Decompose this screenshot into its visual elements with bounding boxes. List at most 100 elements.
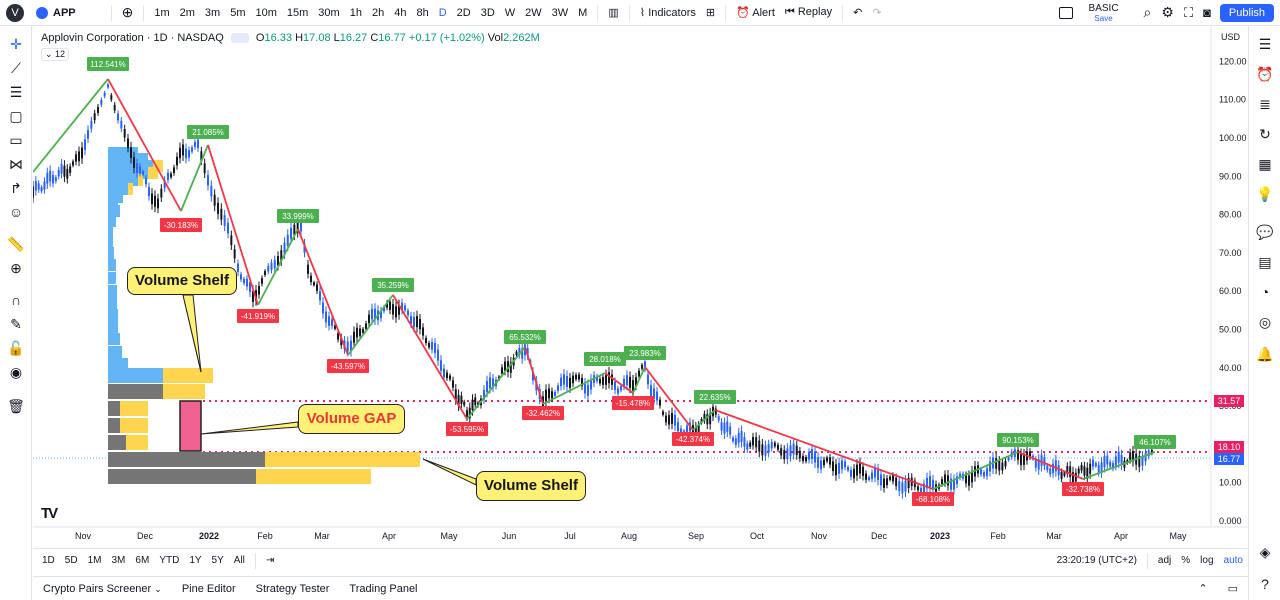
price-chart[interactable]: 120.00 110.00 100.00 90.00 80.00 70.00 60.00 50… [33, 27, 1248, 547]
visibility-icon[interactable] [230, 33, 249, 44]
plan-badge[interactable]: BASIC Save [1088, 2, 1119, 23]
swing-label-down[interactable]: -43.597% [327, 359, 369, 373]
text-icon[interactable]: ▭ [9, 132, 23, 148]
timeframe-2m[interactable]: 2m [179, 6, 195, 19]
range-3M[interactable]: 3M [111, 555, 126, 566]
swing-label-up[interactable]: 35.259% [372, 278, 414, 292]
timeframe-30m[interactable]: 30m [318, 6, 340, 19]
timeframe-2W[interactable]: 2W [525, 6, 542, 19]
swing-label-down[interactable]: -15.478% [612, 396, 654, 410]
currency-label[interactable]: USD [1220, 32, 1240, 42]
timeframe-3m[interactable]: 3m [204, 6, 221, 19]
publish-button[interactable]: Publish [1219, 3, 1274, 22]
swing-label-up[interactable]: 90.153% [997, 433, 1039, 447]
magnet-icon[interactable]: ∩ [10, 292, 22, 308]
trash-icon[interactable]: 🗑 [7, 398, 25, 414]
swing-label-down[interactable]: -68.108% [912, 492, 954, 506]
redo-icon[interactable]: ↷ [872, 7, 882, 19]
timeframe-D[interactable]: D [438, 6, 447, 19]
lock-icon[interactable]: 🔓 [7, 340, 25, 356]
camera-icon[interactable]: ◙ [1203, 5, 1211, 20]
goto-date-icon[interactable]: ⇥ [265, 555, 275, 566]
timeframe-15m[interactable]: 15m [286, 6, 309, 19]
watchlist-icon[interactable]: ☰ [1258, 36, 1272, 52]
range-YTD[interactable]: YTD [159, 555, 180, 566]
timeframe-1h[interactable]: 1h [349, 6, 362, 19]
alerts-clock-icon[interactable]: ⏰ [1256, 66, 1274, 82]
tab-strategy-tester[interactable]: Strategy Tester [255, 582, 330, 595]
timeframe-4h[interactable]: 4h [394, 6, 407, 19]
timeframe-10m[interactable]: 10m [255, 6, 277, 19]
swing-label-down[interactable]: -41.919% [237, 309, 279, 323]
tab-pine-editor[interactable]: Pine Editor [181, 582, 236, 595]
chart-type-icon[interactable]: ▥ [608, 7, 619, 19]
layout-icon[interactable] [1058, 6, 1073, 19]
timeframe-5m[interactable]: 5m [230, 6, 246, 19]
data-window-icon[interactable]: ≣ [1259, 96, 1271, 112]
symbol-search[interactable]: APP [53, 6, 76, 19]
hotlists-icon[interactable]: ↻ [1259, 126, 1271, 142]
alert-button[interactable]: ⏰ Alert [736, 7, 775, 19]
timeframe-2D[interactable]: 2D [456, 6, 471, 19]
indicator-collapse[interactable]: ⌄ 12 [41, 48, 70, 61]
swing-label-down[interactable]: -30.183% [160, 218, 202, 232]
user-avatar[interactable]: V [6, 3, 24, 22]
swing-label-down[interactable]: -32.462% [522, 406, 564, 420]
templates-icon[interactable]: ⊞ [705, 7, 716, 19]
help-icon[interactable]: ? [1261, 576, 1269, 592]
volume-gap-callout[interactable]: Volume GAP [298, 404, 405, 434]
timeframe-M[interactable]: M [578, 6, 588, 19]
layers-icon[interactable]: ◈ [1259, 544, 1271, 560]
notifications-bell-icon[interactable]: 🔔 [1256, 346, 1274, 362]
tradingview-logo[interactable]: TV [41, 505, 58, 522]
timeframe-1m[interactable]: 1m [154, 6, 170, 19]
emoji-icon[interactable]: ☺ [8, 204, 24, 220]
chart-area[interactable]: 120.00 110.00 100.00 90.00 80.00 70.00 60.00 50… [33, 27, 1248, 547]
adj-toggle[interactable]: adj [1157, 555, 1172, 566]
patterns-icon[interactable]: ⋈ [9, 156, 23, 172]
crosshair-icon[interactable]: ✛ [10, 36, 22, 52]
range-5Y[interactable]: 5Y [211, 555, 224, 566]
range-All[interactable]: All [233, 555, 245, 566]
calendar-icon[interactable]: ▦ [1258, 156, 1272, 172]
indicators-button[interactable]: ⌇ Indicators [639, 7, 696, 19]
log-toggle[interactable]: log [1200, 555, 1214, 566]
swing-label-up[interactable]: 23.983% [624, 346, 666, 360]
tab-trading-panel[interactable]: Trading Panel [349, 582, 418, 595]
maximize-panel-icon[interactable]: ▭ [1227, 583, 1238, 595]
collapse-panel-icon[interactable]: ⌃ [1198, 583, 1208, 595]
swing-label-down[interactable]: -53.595% [446, 422, 488, 436]
volume-shelf-callout-top[interactable]: Volume Shelf [127, 267, 237, 295]
volume-shelf-callout-bottom[interactable]: Volume Shelf [476, 471, 586, 501]
forecast-icon[interactable]: ↱ [10, 180, 22, 196]
range-5D[interactable]: 5D [64, 555, 78, 566]
range-1Y[interactable]: 1Y [189, 555, 202, 566]
ideas-icon[interactable]: 💡 [1256, 186, 1274, 202]
swing-label-up[interactable]: 33.999% [277, 209, 319, 223]
range-1D[interactable]: 1D [42, 555, 55, 566]
timeframe-2h[interactable]: 2h [371, 6, 385, 19]
swing-label-down[interactable]: -32.738% [1062, 482, 1104, 496]
fullscreen-icon[interactable]: ⛶ [1183, 4, 1194, 20]
chat-icon[interactable]: 💬 [1256, 224, 1274, 240]
tab-screener[interactable]: Crypto Pairs Screener ⌄ [43, 582, 162, 595]
percent-toggle[interactable]: % [1181, 555, 1191, 566]
add-symbol-icon[interactable]: ⊕ [121, 4, 134, 20]
timeframe-W[interactable]: W [504, 6, 516, 19]
clock-display[interactable]: 23:20:19 (UTC+2) [1056, 555, 1137, 566]
range-6M[interactable]: 6M [135, 555, 150, 566]
notes-icon[interactable]: ▤ [1258, 254, 1272, 270]
timeframe-3W[interactable]: 3W [551, 6, 569, 19]
shapes-icon[interactable]: ▢ [9, 108, 23, 124]
fib-icon[interactable]: ☰ [9, 84, 23, 100]
auto-toggle[interactable]: auto [1223, 555, 1243, 566]
ruler-icon[interactable]: 📏 [7, 236, 25, 252]
range-1M[interactable]: 1M [87, 555, 102, 566]
swing-label-up[interactable]: 21.085% [187, 125, 229, 139]
undo-icon[interactable]: ↶ [853, 7, 863, 19]
eye-icon[interactable]: ◉ [9, 364, 23, 380]
live-icon[interactable]: ◔ [1260, 284, 1270, 300]
timeframe-8h[interactable]: 8h [416, 6, 429, 19]
swing-label-up[interactable]: 112.541% [87, 57, 129, 71]
swing-label-up[interactable]: 46.107% [1134, 435, 1176, 449]
